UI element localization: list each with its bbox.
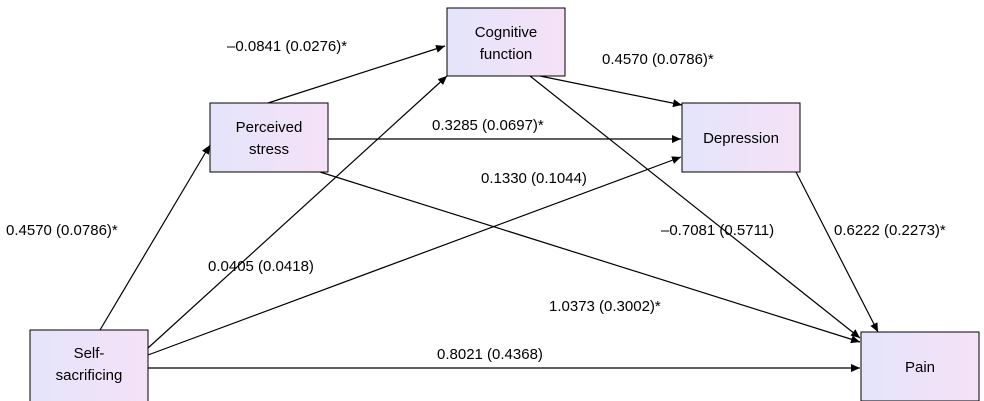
node-self-sacrificing: Self- sacrificing: [29, 329, 149, 401]
label-stress-to-pain: 1.0373 (0.3002)*: [549, 298, 661, 315]
label-self-to-depression: 0.1330 (0.1044): [481, 170, 587, 187]
label-cognitive-to-depression: 0.4570 (0.0786)*: [602, 51, 714, 68]
edge-cognitive-to-pain: [529, 75, 861, 339]
edge-depression-to-pain: [795, 171, 879, 333]
node-self-sacrificing-line-2: sacrificing: [56, 367, 123, 384]
node-perceived-stress-line-2: stress: [249, 141, 289, 158]
edge-self-to-cognitive: [147, 75, 448, 349]
node-perceived-stress: Perceived stress: [209, 102, 329, 173]
edge-self-to-stress: [99, 144, 211, 331]
label-cognitive-to-pain: –0.7081 (0.5711): [661, 222, 774, 239]
edge-self-to-depression: [147, 156, 682, 356]
edge-stress-to-cognitive: [267, 44, 446, 104]
node-cognitive-function-line-1: Cognitive: [475, 24, 538, 41]
label-self-to-cognitive: 0.0405 (0.0418): [208, 258, 314, 275]
label-stress-to-depression: 0.3285 (0.0697)*: [432, 117, 544, 134]
node-depression: Depression: [681, 102, 801, 173]
node-depression-line-1: Depression: [703, 130, 779, 147]
node-cognitive-function-line-2: function: [480, 46, 533, 63]
node-pain: Pain: [860, 331, 980, 401]
label-self-to-pain: 0.8021 (0.4368): [437, 346, 543, 363]
edge-stress-to-pain: [319, 171, 861, 344]
node-pain-line-1: Pain: [905, 359, 935, 376]
label-depression-to-pain: 0.6222 (0.2273)*: [834, 222, 946, 239]
label-stress-to-cognitive: –0.0841 (0.0276)*: [227, 38, 347, 55]
node-cognitive-function: Cognitive function: [446, 7, 566, 77]
node-perceived-stress-line-1: Perceived: [236, 119, 303, 136]
node-self-sacrificing-line-1: Self-: [74, 345, 105, 362]
edge-cognitive-to-depression: [539, 75, 683, 108]
label-self-to-stress: 0.4570 (0.0786)*: [6, 222, 118, 239]
